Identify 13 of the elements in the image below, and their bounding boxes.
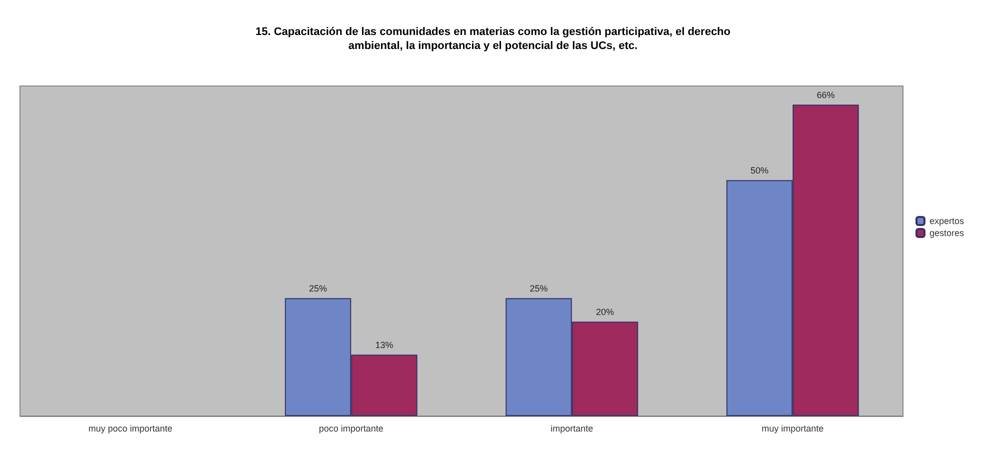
x-tick-label: muy poco importante [88,424,172,434]
data-label: 20% [596,307,614,318]
legend-label: expertos [929,216,964,226]
data-label: 13% [375,340,394,350]
x-tick-label: importante [550,424,594,434]
legend-label: gestores [929,228,964,238]
data-label: 50% [750,166,769,176]
chart-title: 15. Capacitación de las comunidades en materias como la gestión participativa, el derecho ambiental, la importancia y el potencial de las UCs, etc. [256,26,731,52]
x-tick-label: muy importante [762,424,824,434]
x-tick-label: poco importante [318,424,384,434]
data-label: 25% [530,284,548,294]
data-label: 66% [816,90,835,100]
data-label: 25% [309,284,328,294]
